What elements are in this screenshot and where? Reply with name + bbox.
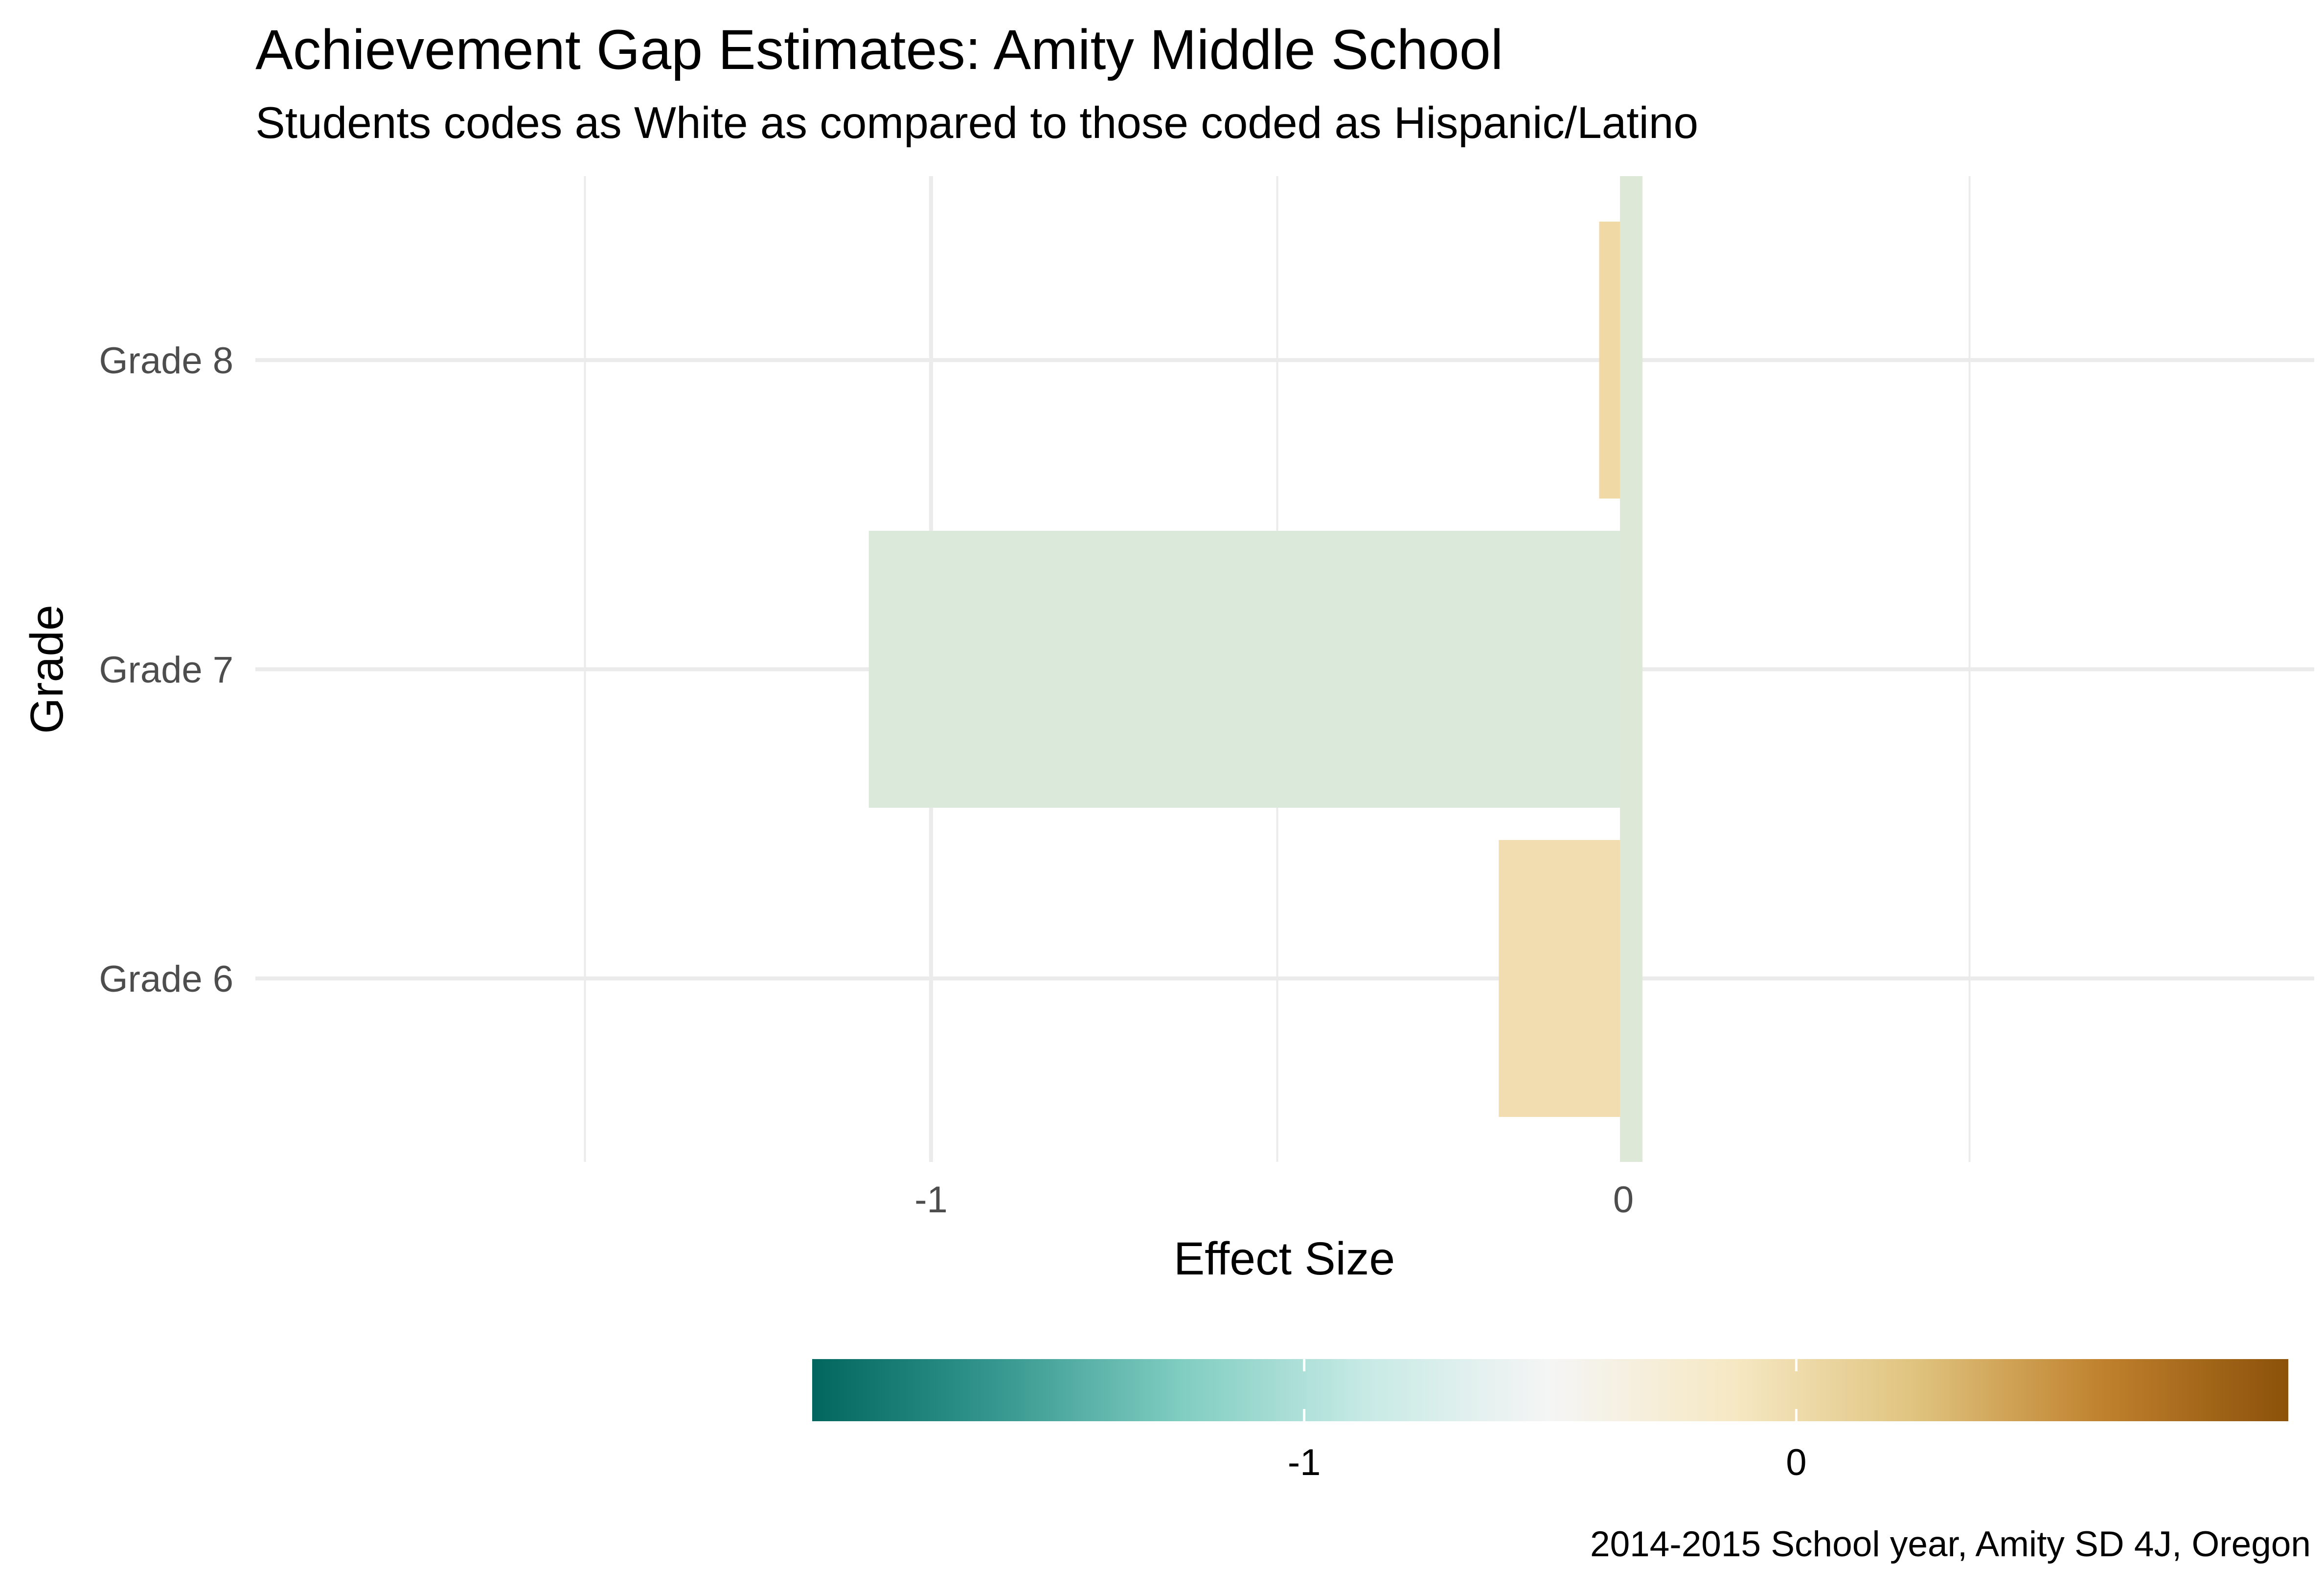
chart-title: Achievement Gap Estimates: Amity Middle … bbox=[255, 19, 1504, 81]
y-tick-label: Grade 7 bbox=[99, 649, 233, 691]
colorbar-legend: -1 0 bbox=[812, 1359, 2288, 1483]
zero-reference-line bbox=[1620, 176, 1642, 1162]
y-tick-label: Grade 6 bbox=[99, 958, 233, 1000]
colorbar bbox=[812, 1359, 2288, 1421]
chart-caption: 2014-2015 School year, Amity SD 4J, Oreg… bbox=[1590, 1524, 2311, 1564]
bar-grade-7 bbox=[868, 531, 1623, 808]
colorbar-tick-label: 0 bbox=[1786, 1442, 1806, 1483]
bar-grade-8 bbox=[1599, 222, 1623, 499]
y-axis-title: Grade bbox=[21, 605, 73, 734]
bar-layer bbox=[868, 176, 1642, 1162]
axis-layer: Grade 6 Grade 7 Grade 8 -1 0 bbox=[99, 340, 1634, 1221]
x-tick-label: -1 bbox=[914, 1179, 948, 1221]
bar-grade-6 bbox=[1499, 840, 1623, 1117]
x-tick-label: 0 bbox=[1613, 1179, 1634, 1221]
y-tick-label: Grade 8 bbox=[99, 340, 233, 382]
colorbar-tick-label: -1 bbox=[1288, 1442, 1321, 1483]
x-axis-title: Effect Size bbox=[1174, 1233, 1395, 1285]
chart-subtitle: Students codes as White as compared to t… bbox=[255, 98, 1699, 148]
